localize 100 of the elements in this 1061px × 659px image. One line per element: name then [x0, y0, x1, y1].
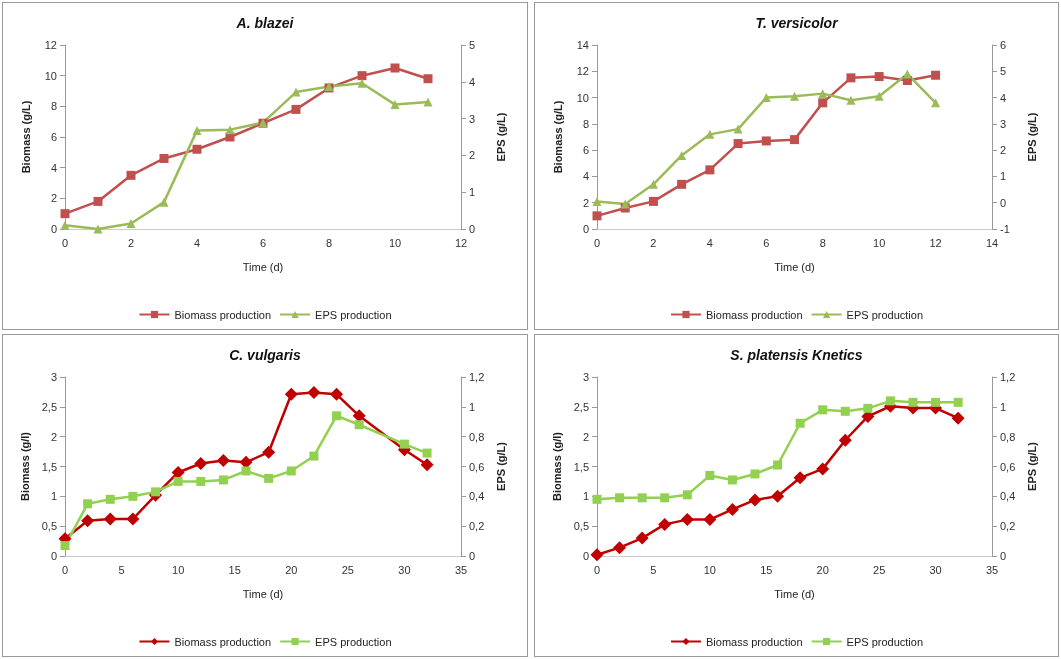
point [705, 129, 715, 139]
y2-tick-label: 0,6 [1000, 460, 1016, 473]
point [790, 135, 799, 145]
point [953, 397, 963, 407]
x-tick-label: 10 [172, 563, 185, 576]
x-tick-label: 5 [118, 563, 125, 576]
x-tick-label: 0 [593, 563, 601, 576]
y2-tick-label: 2 [469, 149, 476, 162]
point [159, 197, 169, 207]
point [93, 196, 103, 206]
point [703, 513, 717, 527]
legend-label: Biomass production [174, 308, 272, 321]
point [420, 458, 434, 472]
point [773, 460, 783, 470]
y-tick-label: 10 [44, 69, 57, 82]
point [750, 469, 760, 479]
y-tick-label: 2,5 [41, 400, 57, 413]
point [725, 502, 739, 516]
x-tick-label: 2 [127, 236, 135, 249]
point [93, 224, 103, 234]
y2-axis-title: EPS (g/L) [494, 441, 507, 491]
x-tick-label: 12 [929, 236, 942, 249]
x-tick-label: 0 [593, 236, 601, 249]
y-tick-label: 1,5 [573, 460, 589, 473]
point [648, 196, 658, 206]
y2-axis-title: EPS (g/L) [494, 112, 507, 162]
y-axis-title: Biomass (g/L) [551, 100, 564, 174]
x-tick-label: 25 [341, 563, 354, 576]
y-tick-label: 1 [582, 490, 589, 503]
chart-title: A. blazei [235, 15, 295, 31]
x-tick-label: 12 [454, 236, 468, 249]
x-tick-label: 0 [61, 563, 69, 576]
x-axis-title: Time (d) [242, 587, 284, 600]
y-tick-label: 2,5 [573, 400, 589, 413]
x-tick-label: 10 [703, 563, 716, 576]
point [885, 396, 895, 406]
x-tick-label: 20 [285, 563, 298, 576]
y2-tick-label: 1,2 [469, 371, 485, 383]
point [307, 386, 321, 400]
point [658, 517, 672, 531]
legend-label: EPS production [846, 635, 924, 648]
y-tick-label: 4 [50, 161, 57, 174]
point [357, 78, 367, 88]
y2-axis-title: EPS (g/L) [1025, 112, 1038, 162]
x-tick-label: 2 [650, 236, 657, 249]
x-axis-title: Time (d) [774, 587, 815, 600]
y-tick-label: 12 [44, 39, 57, 51]
point [330, 387, 344, 401]
point [677, 150, 687, 160]
y-axis-title: Biomass (g/l) [551, 431, 564, 502]
point [733, 139, 743, 149]
point [874, 91, 884, 101]
point [390, 63, 400, 73]
point [790, 91, 799, 101]
point [951, 411, 965, 425]
y2-tick-label: 3 [469, 112, 476, 125]
point [592, 211, 602, 221]
y-tick-label: 0 [50, 550, 57, 562]
point [196, 476, 206, 486]
x-tick-label: 8 [325, 236, 333, 249]
point [838, 433, 852, 447]
point [874, 72, 884, 82]
point [241, 466, 251, 476]
y2-tick-label: 4 [469, 75, 476, 88]
y2-tick-label: 1 [1000, 400, 1007, 413]
y-tick-label: 0,5 [573, 520, 589, 533]
point [262, 445, 276, 459]
x-axis-title: Time (d) [242, 260, 284, 273]
x-tick-label: 15 [760, 563, 773, 576]
y2-tick-label: 4 [1000, 91, 1007, 104]
x-tick-label: 25 [873, 563, 886, 576]
chart-title: C. vulgaris [229, 347, 301, 363]
y2-tick-label: 0 [469, 550, 476, 562]
legend-label: Biomass production [174, 635, 272, 648]
point [620, 199, 630, 209]
y-tick-label: 3 [582, 371, 589, 383]
y2-axis-title: EPS (g/L) [1025, 441, 1038, 491]
x-tick-label: 6 [763, 236, 770, 249]
point [590, 548, 604, 562]
y-tick-label: 4 [582, 170, 589, 183]
point [635, 531, 649, 545]
x-tick-label: 20 [816, 563, 829, 576]
y-tick-label: 2 [582, 430, 589, 443]
y2-tick-label: 0,4 [469, 490, 485, 503]
y-tick-label: 14 [576, 39, 589, 51]
point [648, 179, 658, 189]
legend-label: Biomass production [705, 635, 803, 648]
y2-tick-label: 0 [469, 223, 476, 235]
point [761, 136, 771, 146]
point [423, 97, 433, 107]
x-tick-label: 15 [228, 563, 241, 576]
point [908, 397, 918, 407]
y-axis-title: Biomass (g/l) [19, 431, 32, 502]
x-tick-label: 35 [454, 563, 468, 576]
x-tick-label: 0 [61, 236, 69, 249]
y-tick-label: 3 [50, 371, 57, 383]
y-tick-label: 0 [582, 550, 589, 562]
point [354, 420, 364, 430]
y2-tick-label: 1 [1000, 170, 1007, 183]
point [284, 387, 298, 401]
